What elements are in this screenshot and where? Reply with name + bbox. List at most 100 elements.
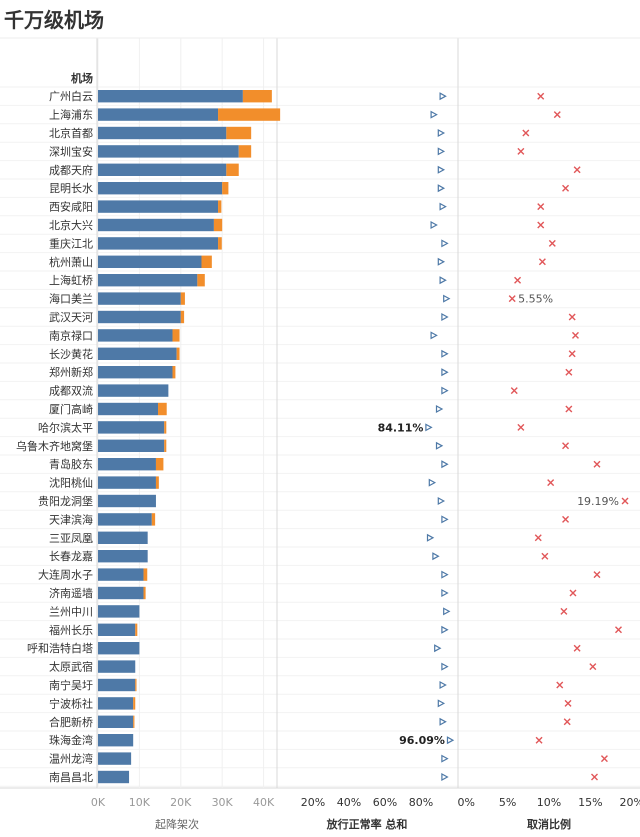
bar-normal: [98, 255, 202, 268]
category-label: 长沙黄花: [49, 347, 93, 361]
cancel-ratio-point: [514, 276, 522, 284]
bar-normal: [98, 218, 214, 232]
cancel-ratio-point: [568, 313, 576, 321]
bar-cancelled: [226, 126, 252, 140]
release-rate-point: [441, 570, 449, 579]
cancel-ratio-point: [614, 626, 622, 634]
release-rate-point: [425, 423, 433, 432]
cancel-ratio-point: [573, 644, 581, 652]
bar-cancelled: [164, 439, 167, 452]
cancel-ratio-point: [517, 423, 525, 431]
release-rate-point: [441, 239, 449, 248]
release-rate-point: [441, 754, 449, 763]
category-label: 长春龙嘉: [49, 549, 93, 563]
cancel-ratio-point: [565, 405, 573, 413]
release-tick-label: 80%: [409, 796, 433, 809]
cancel-ratio-annotation: 19.19%: [577, 495, 619, 508]
bar-normal: [98, 329, 173, 342]
bar-normal: [98, 770, 130, 784]
bar-normal: [98, 642, 140, 655]
bar-normal: [98, 550, 148, 563]
release-axis-title: 放行正常率 总和: [326, 817, 408, 831]
bar-normal: [98, 237, 219, 250]
bar-normal: [98, 126, 227, 140]
cancel-ratio-point: [621, 497, 629, 505]
category-label: 成都双流: [49, 384, 93, 398]
bar-cancelled: [218, 200, 222, 213]
cancel-ratio-point: [556, 681, 564, 689]
cancel-ratio-point: [508, 295, 516, 303]
bar-normal: [98, 513, 152, 526]
bar-normal: [98, 734, 134, 747]
bar-normal: [98, 274, 198, 287]
bar-normal: [98, 531, 148, 544]
cancel-tick-label: 15%: [578, 796, 602, 809]
release-rate-point: [437, 184, 446, 193]
bar-normal: [98, 145, 239, 158]
category-label: 深圳宝安: [49, 144, 93, 158]
cancel-ratio-point: [537, 203, 545, 211]
bar-normal: [98, 366, 173, 379]
category-label: 杭州萧山: [49, 255, 93, 269]
category-label: 海口美兰: [49, 292, 93, 306]
cancel-tick-label: 0%: [458, 796, 475, 809]
flights-tick-label: 40K: [253, 796, 275, 809]
bar-normal: [98, 678, 136, 692]
release-tick-label: 40%: [337, 796, 361, 809]
flights-tick-label: 20K: [170, 796, 192, 809]
release-rate-point: [428, 478, 437, 487]
bar-normal: [98, 494, 156, 508]
release-rate-point: [437, 147, 446, 156]
bar-cancelled: [180, 292, 185, 305]
category-label: 青岛胶东: [49, 457, 93, 471]
bar-normal: [98, 568, 144, 581]
category-label: 福州长乐: [49, 623, 93, 637]
release-rate-point: [435, 441, 444, 450]
bar-normal: [98, 347, 177, 360]
category-label: 郑州新郑: [49, 365, 93, 379]
cancel-ratio-point: [537, 221, 545, 229]
release-rate-point: [441, 515, 449, 524]
category-label: 三亚凤凰: [49, 532, 93, 545]
bar-cancelled: [180, 310, 185, 324]
chart-title: 千万级机场: [4, 8, 104, 32]
release-rate-point: [437, 699, 446, 708]
category-label: 西安咸阳: [49, 200, 93, 214]
bar-cancelled: [143, 586, 146, 600]
cancel-ratio-point: [534, 534, 542, 542]
release-rate-point: [441, 662, 449, 671]
bar-normal: [98, 605, 140, 618]
cancel-ratio-point: [564, 699, 572, 707]
flights-axis-title: 起降架次: [155, 817, 199, 831]
bar-normal: [98, 182, 223, 195]
release-rate-point: [441, 625, 449, 634]
cancel-tick-label: 10%: [537, 796, 561, 809]
bar-cancelled: [135, 623, 138, 636]
cancel-ratio-point: [591, 773, 598, 781]
cancel-ratio-point: [538, 258, 546, 266]
release-rate-annotation: 96.09%: [399, 734, 445, 747]
bar-cancelled: [155, 476, 159, 489]
bar-cancelled: [222, 182, 229, 195]
cancel-tick-label: 5%: [499, 796, 516, 809]
release-rate-point: [443, 294, 451, 303]
bar-cancelled: [218, 108, 281, 121]
cancel-ratio-point: [563, 718, 571, 726]
bar-cancelled: [135, 678, 137, 692]
category-label: 天津滨海: [49, 512, 93, 526]
bar-cancelled: [213, 218, 223, 232]
cancel-ratio-point: [562, 184, 570, 192]
category-label: 呼和浩特白塔: [27, 641, 93, 655]
release-rate-point: [426, 533, 435, 542]
bar-normal: [98, 402, 159, 416]
cancel-ratio-point: [600, 755, 608, 763]
release-rate-point: [439, 680, 447, 690]
release-rate-point: [441, 386, 449, 395]
bar-normal: [98, 200, 219, 213]
release-rate-point: [441, 588, 449, 598]
cancel-ratio-point: [535, 736, 543, 744]
release-rate-point: [441, 312, 449, 322]
release-rate-point: [437, 257, 446, 266]
bar-cancelled: [158, 402, 167, 416]
cancel-tick-label: 20%: [620, 796, 640, 809]
